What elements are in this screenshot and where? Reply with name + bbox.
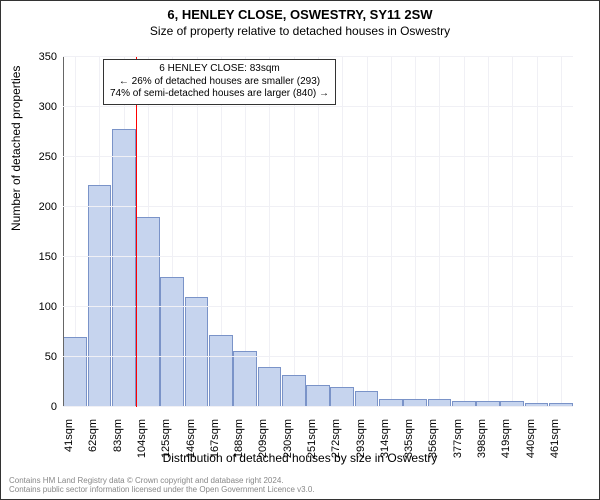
xtick-label: 461sqm bbox=[549, 419, 561, 469]
bars-layer bbox=[63, 57, 573, 407]
ytick-label: 150 bbox=[17, 251, 57, 263]
gridline-h bbox=[63, 256, 573, 257]
xtick-label: 146sqm bbox=[185, 419, 197, 469]
bar bbox=[88, 185, 112, 407]
xtick-label: 293sqm bbox=[355, 419, 367, 469]
annotation-line2: ← 26% of detached houses are smaller (29… bbox=[110, 76, 329, 89]
annotation-box: 6 HENLEY CLOSE: 83sqm ← 26% of detached … bbox=[103, 59, 336, 105]
gridline-h bbox=[63, 306, 573, 307]
xtick-label: 125sqm bbox=[160, 419, 172, 469]
gridline-h bbox=[63, 206, 573, 207]
xtick-label: 314sqm bbox=[379, 419, 391, 469]
xtick-label: 335sqm bbox=[403, 419, 415, 469]
chart-container: 6, HENLEY CLOSE, OSWESTRY, SY11 2SW Size… bbox=[0, 0, 600, 500]
bar bbox=[330, 387, 354, 407]
y-axis bbox=[63, 57, 64, 407]
gridline-h bbox=[63, 356, 573, 357]
ytick-label: 50 bbox=[17, 351, 57, 363]
address-title: 6, HENLEY CLOSE, OSWESTRY, SY11 2SW bbox=[1, 7, 599, 22]
xtick-label: 356sqm bbox=[427, 419, 439, 469]
marker-line bbox=[136, 57, 138, 407]
footer-line1: Contains HM Land Registry data © Crown c… bbox=[9, 476, 315, 486]
bar bbox=[209, 335, 233, 407]
bar bbox=[258, 367, 282, 407]
gridline-h bbox=[63, 106, 573, 107]
bar bbox=[306, 385, 330, 407]
xtick-label: 41sqm bbox=[63, 419, 75, 469]
footer: Contains HM Land Registry data © Crown c… bbox=[9, 476, 315, 495]
gridline-h bbox=[63, 56, 573, 57]
ytick-label: 100 bbox=[17, 301, 57, 313]
annotation-line3: 74% of semi-detached houses are larger (… bbox=[110, 88, 329, 101]
xtick-label: 83sqm bbox=[112, 419, 124, 469]
bar bbox=[160, 277, 184, 407]
xtick-label: 419sqm bbox=[500, 419, 512, 469]
ytick-label: 350 bbox=[17, 51, 57, 63]
xtick-label: 251sqm bbox=[306, 419, 318, 469]
footer-line2: Contains public sector information licen… bbox=[9, 485, 315, 495]
bar bbox=[233, 351, 257, 407]
xtick-label: 440sqm bbox=[525, 419, 537, 469]
gridline-h bbox=[63, 406, 573, 407]
bar bbox=[185, 297, 209, 407]
plot-area bbox=[63, 57, 573, 407]
xtick-label: 62sqm bbox=[87, 419, 99, 469]
annotation-line1: 6 HENLEY CLOSE: 83sqm bbox=[110, 63, 329, 76]
ytick-label: 200 bbox=[17, 201, 57, 213]
bar bbox=[63, 337, 87, 407]
xtick-label: 272sqm bbox=[330, 419, 342, 469]
xtick-label: 167sqm bbox=[209, 419, 221, 469]
xtick-label: 398sqm bbox=[476, 419, 488, 469]
xtick-label: 104sqm bbox=[136, 419, 148, 469]
bar bbox=[112, 129, 136, 407]
xtick-label: 188sqm bbox=[233, 419, 245, 469]
bar bbox=[136, 217, 160, 407]
ytick-label: 300 bbox=[17, 101, 57, 113]
xtick-label: 377sqm bbox=[452, 419, 464, 469]
ytick-label: 0 bbox=[17, 401, 57, 413]
xtick-label: 230sqm bbox=[282, 419, 294, 469]
chart-subtitle: Size of property relative to detached ho… bbox=[1, 24, 599, 38]
bar bbox=[282, 375, 306, 407]
xtick-label: 209sqm bbox=[257, 419, 269, 469]
bar bbox=[355, 391, 379, 407]
gridline-h bbox=[63, 156, 573, 157]
ytick-label: 250 bbox=[17, 151, 57, 163]
